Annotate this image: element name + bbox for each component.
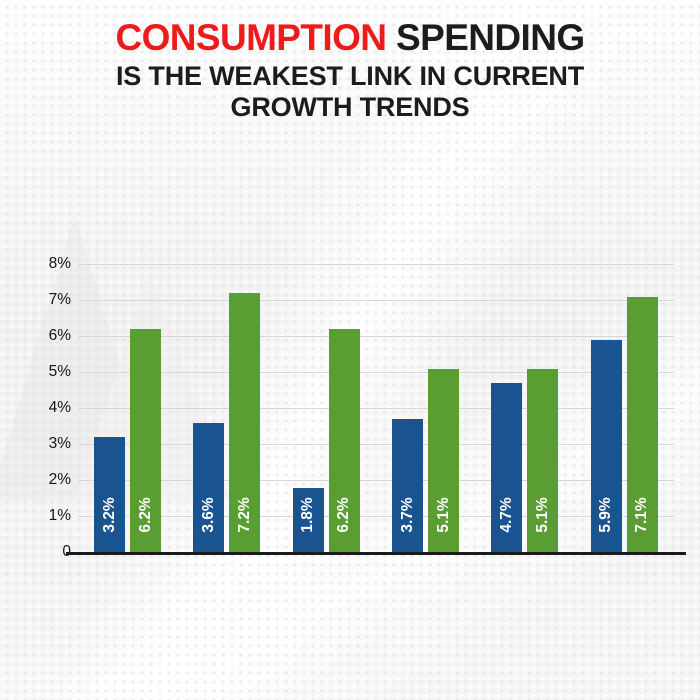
y-axis-tick-label: 5% [48,363,71,381]
y-axis-tick-label: 6% [48,327,71,345]
bar-group: 5.9% 7.1% [575,264,674,553]
y-axis-tick-label: 4% [48,399,71,417]
bar-value-label: 3.6% [199,497,217,534]
bar-value-label: 3.7% [398,497,416,534]
poster-title: CONSUMPTION SPENDING IS THE WEAKEST LINK… [0,18,700,121]
bar-chart-plot-area: 8%7%6%5%4%3%2%1%0 3.2%6.2%3.6%7.2%1.8%6.… [49,255,686,560]
bar-value-label: 1.8% [299,497,317,534]
bar-group: 1.8% 6.2% [277,264,376,553]
bar-group: 4.7% 5.1% [475,264,574,553]
y-axis-tick-label: 8% [48,255,71,273]
bar[interactable]: 6.2% [328,329,360,553]
y-axis-tick-label: 7% [48,291,71,309]
bar-value-label: 6.2% [136,497,154,534]
bar[interactable]: 7.1% [626,296,658,553]
bar-value-label: 3.2% [100,497,118,534]
bar-value-label: 5.1% [533,497,551,534]
bar-value-label: 6.2% [335,497,353,534]
bar[interactable]: 5.1% [428,368,460,553]
y-axis-tick-label: 2% [48,471,71,489]
title-highlight: CONSUMPTION [115,17,387,58]
bar[interactable]: 5.9% [590,340,622,553]
title-line-1: CONSUMPTION SPENDING [0,18,700,57]
bar-groups: 3.2% 6.2% 3.6% 7.2% 1.8% 6.2% 3.7% 5.1% 4.7% 5.1%… [78,264,674,553]
bar-value-label: 5.1% [434,497,452,534]
bar-group: 3.7% 5.1% [376,264,475,553]
title-line-3: GROWTH TRENDS [230,91,470,122]
bar[interactable]: 3.7% [392,419,424,553]
bar-group: 3.2% 6.2% [78,264,177,553]
title-line-2: IS THE WEAKEST LINK IN CURRENT [115,61,584,92]
title-rest: SPENDING [386,17,585,58]
bar[interactable]: 1.8% [292,487,324,553]
y-axis-tick-label: 1% [48,507,71,525]
bar-value-label: 7.2% [235,497,253,534]
bar[interactable]: 7.2% [229,293,261,553]
bar[interactable]: 5.1% [527,368,559,553]
y-axis-tick-label: 0 [31,543,71,561]
y-axis-tick-label: 3% [48,435,71,453]
bar[interactable]: 4.7% [491,383,523,553]
bar-value-label: 4.7% [497,497,515,534]
bar-group: 3.6% 7.2% [177,264,276,553]
x-axis-baseline [66,552,686,555]
bar[interactable]: 6.2% [130,329,162,553]
bar-value-label: 5.9% [597,497,615,534]
bar[interactable]: 3.6% [193,422,225,553]
bar-value-label: 7.1% [633,497,651,534]
bar[interactable]: 3.2% [94,437,126,553]
